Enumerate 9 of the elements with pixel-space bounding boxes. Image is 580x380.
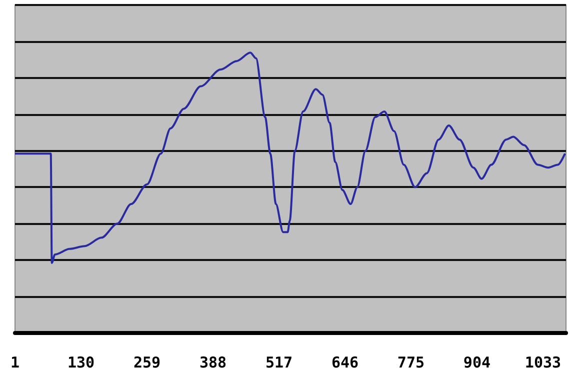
x-tick-label: 775 [397,354,425,372]
x-tick-label: 904 [463,354,491,372]
x-tick-label: 517 [265,354,293,372]
x-tick-label: 1033 [524,354,562,372]
x-tick-label: 646 [331,354,359,372]
x-tick-label: 259 [133,354,161,372]
x-tick-label: 130 [67,354,95,372]
x-tick-label: 388 [199,354,227,372]
x-tick-label: 1 [10,354,20,372]
